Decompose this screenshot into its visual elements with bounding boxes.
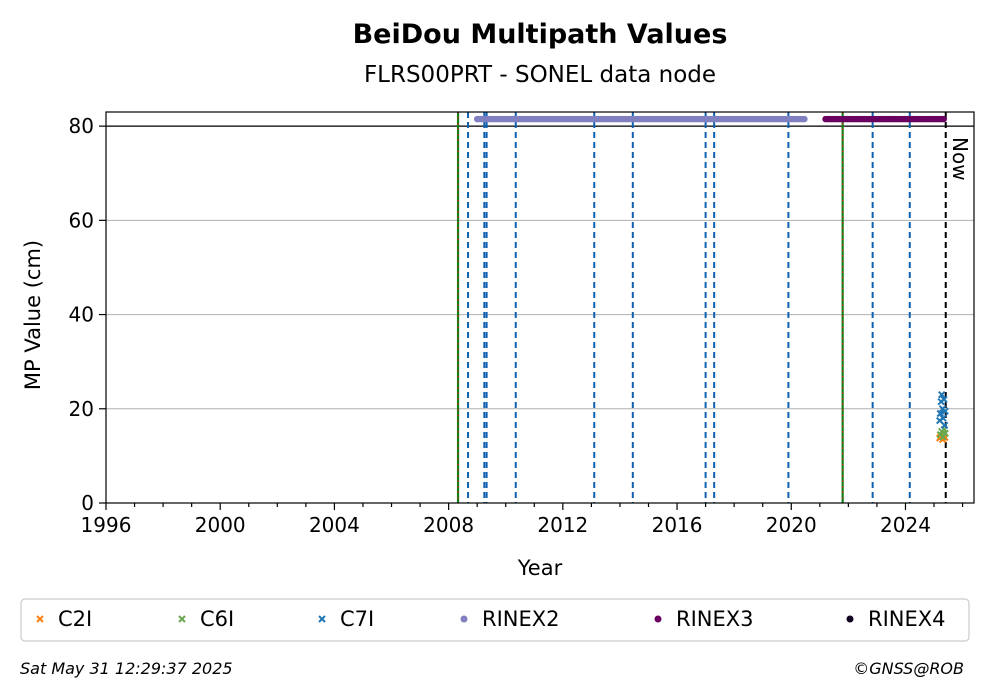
footer-timestamp: Sat May 31 12:29:37 2025 <box>20 659 233 678</box>
y-tick-label: 40 <box>69 303 94 327</box>
legend-marker <box>654 615 662 623</box>
y-tick-label: 20 <box>69 397 94 421</box>
data-point <box>940 395 948 404</box>
legend-label: RINEX3 <box>676 607 754 631</box>
legend-label: RINEX2 <box>482 607 560 631</box>
plot-frame <box>105 111 975 504</box>
event-lines <box>456 112 947 503</box>
now-label: Now <box>948 137 972 181</box>
legend-marker <box>460 615 468 623</box>
legend-marker <box>178 615 186 623</box>
legend-label: RINEX4 <box>868 607 946 631</box>
y-tick-label: 80 <box>69 114 94 138</box>
legend: C2I C6I C7I RINEX2 RINEX3 RINEX4 <box>36 607 946 631</box>
legend-marker <box>36 615 44 623</box>
grid-lines <box>106 125 974 410</box>
legend-marker <box>318 615 326 623</box>
data-point <box>801 115 808 123</box>
chart-title: BeiDou Multipath Values <box>353 19 728 50</box>
data-point <box>941 407 949 415</box>
legend-box <box>20 598 970 642</box>
legend-marker <box>846 615 854 623</box>
data-point <box>939 414 947 422</box>
data-point <box>941 429 949 437</box>
data-points <box>473 115 949 444</box>
legend-label: C2I <box>58 607 92 631</box>
x-tick-label: 2000 <box>195 513 246 537</box>
x-ticks: 1996 2000 2004 2008 2012 2016 2020 2024 <box>81 503 964 537</box>
x-tick-label: 1996 <box>81 513 132 537</box>
chart-subtitle: FLRS00PRT - SONEL data node <box>364 62 716 88</box>
y-axis-label: MP Value (cm) <box>21 240 45 390</box>
data-point <box>936 409 945 418</box>
data-point <box>940 115 947 123</box>
data-point <box>940 421 949 429</box>
data-point <box>939 433 947 441</box>
x-tick-label: 2012 <box>537 513 588 537</box>
x-tick-label: 2008 <box>423 513 474 537</box>
x-tick-label: 2016 <box>652 513 703 537</box>
x-tick-label: 2024 <box>880 513 931 537</box>
data-point <box>938 390 946 399</box>
y-tick-label: 60 <box>69 208 94 232</box>
y-ticks: 0 20 40 60 80 <box>69 114 106 515</box>
legend-label: C6I <box>200 607 234 631</box>
x-axis-label: Year <box>517 556 563 580</box>
legend-label: C7I <box>340 607 374 631</box>
x-tick-label: 2020 <box>766 513 817 537</box>
y-tick-label: 0 <box>81 491 94 515</box>
x-tick-label: 2004 <box>309 513 360 537</box>
footer-copyright: ©GNSS@ROB <box>853 659 964 678</box>
